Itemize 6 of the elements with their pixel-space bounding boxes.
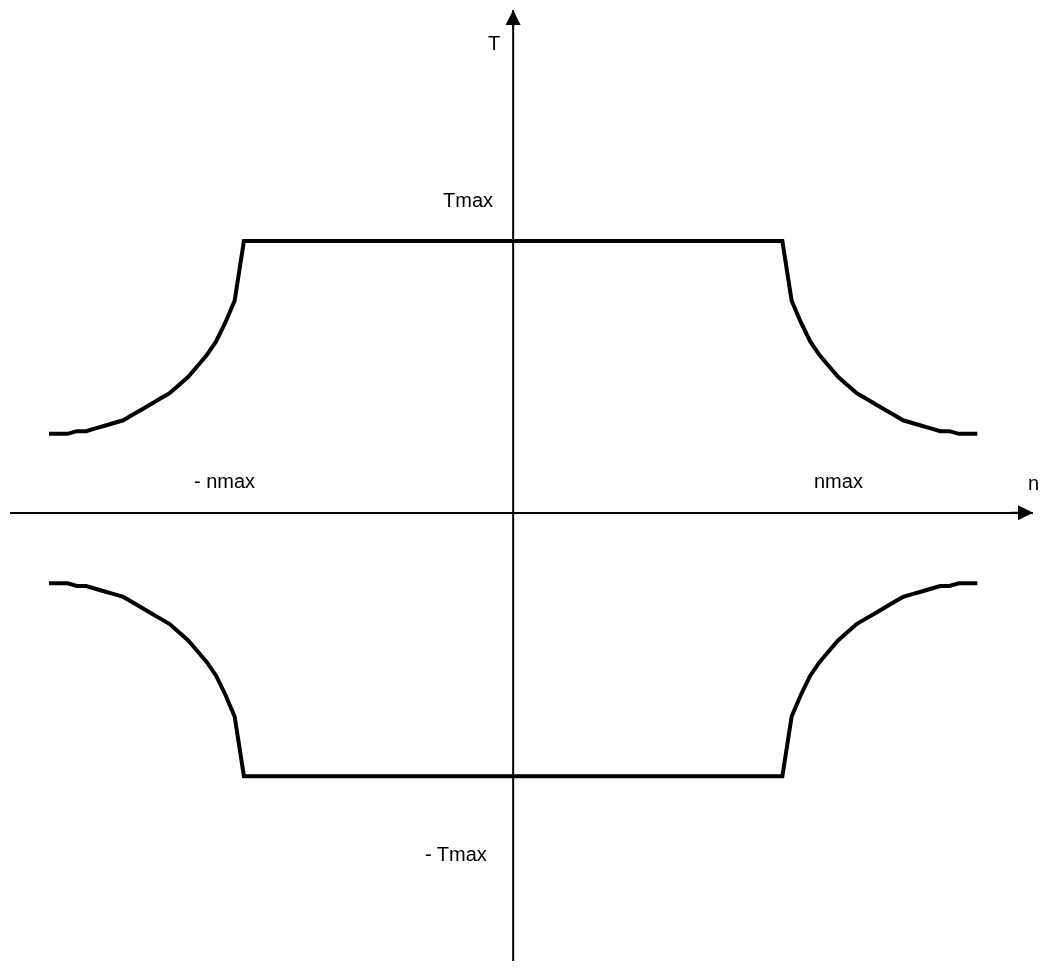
annotation: - nmax — [194, 470, 256, 492]
x-axis-title: n — [1028, 472, 1040, 494]
text: - Tmax — [425, 843, 487, 865]
text: T — [488, 32, 501, 54]
text: Tmax — [443, 189, 493, 211]
annotation: nmax — [814, 470, 863, 492]
